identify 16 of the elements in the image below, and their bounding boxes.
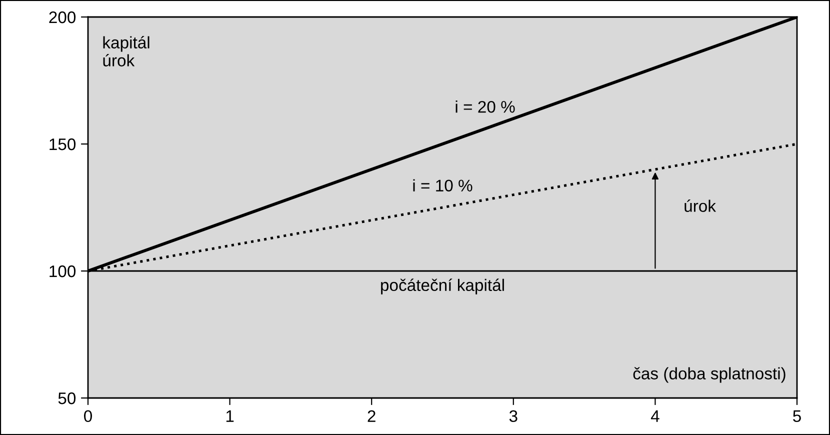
x-tick-label: 1 [226,410,234,422]
x-tick-label: 4 [650,410,660,422]
y-axis-title: kapitál úrok [103,36,150,66]
series-label: i = 10 % [413,179,472,192]
series-label: i = 20 % [456,100,515,113]
x-tick-label: 3 [509,410,518,422]
x-tick-label: 2 [368,410,376,422]
y-tick-label: 50 [58,392,76,404]
y-tick-label: 100 [50,265,76,278]
x-tick-label: 5 [793,410,801,422]
ref-line-label: počáteční kapitál [381,278,504,294]
y-tick-label: 150 [50,138,76,150]
x-axis-title: čas (doba splatnosti) [633,367,786,383]
x-tick-label: 0 [84,410,92,422]
annotation: úrok [684,200,716,212]
y-tick-label: 200 [49,11,76,24]
